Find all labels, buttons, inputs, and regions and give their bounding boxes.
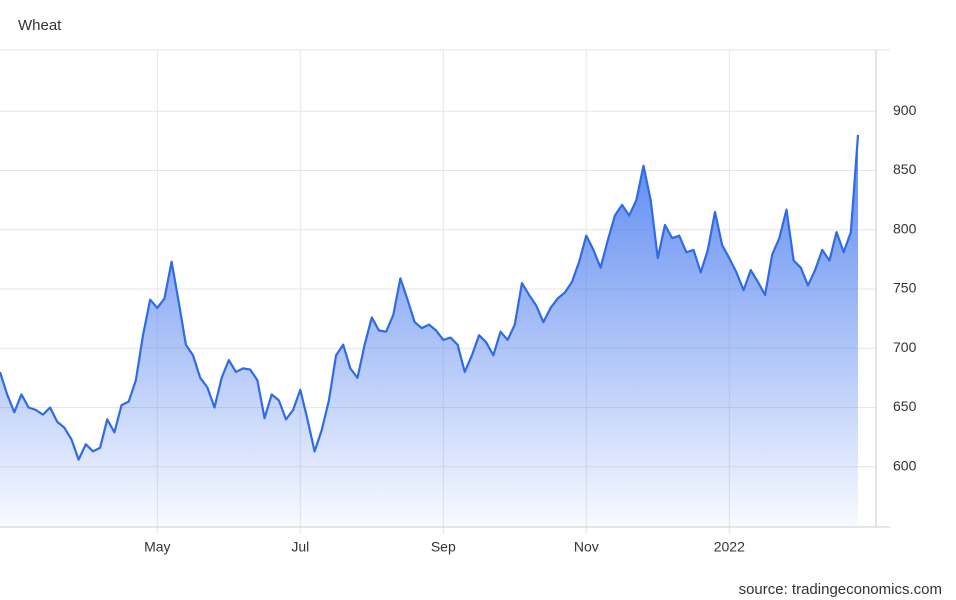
y-tick-label: 600 (893, 457, 917, 473)
source-label: source: tradingeconomics.com (739, 581, 942, 598)
y-tick-label: 750 (893, 280, 917, 296)
y-tick-label: 850 (893, 161, 917, 177)
area-fill (0, 134, 858, 526)
y-tick-label: 900 (893, 102, 917, 118)
x-tick-label: May (144, 539, 170, 555)
price-line (0, 134, 860, 461)
x-tick-label: Jul (291, 539, 309, 555)
x-tick-label: Sep (431, 539, 456, 555)
x-tick-label: 2022 (714, 539, 745, 555)
y-tick-label: 800 (893, 220, 917, 236)
chart-title: Wheat (18, 17, 62, 34)
y-tick-label: 650 (893, 398, 917, 414)
x-tick-label: Nov (574, 539, 599, 555)
y-tick-label: 700 (893, 339, 917, 355)
